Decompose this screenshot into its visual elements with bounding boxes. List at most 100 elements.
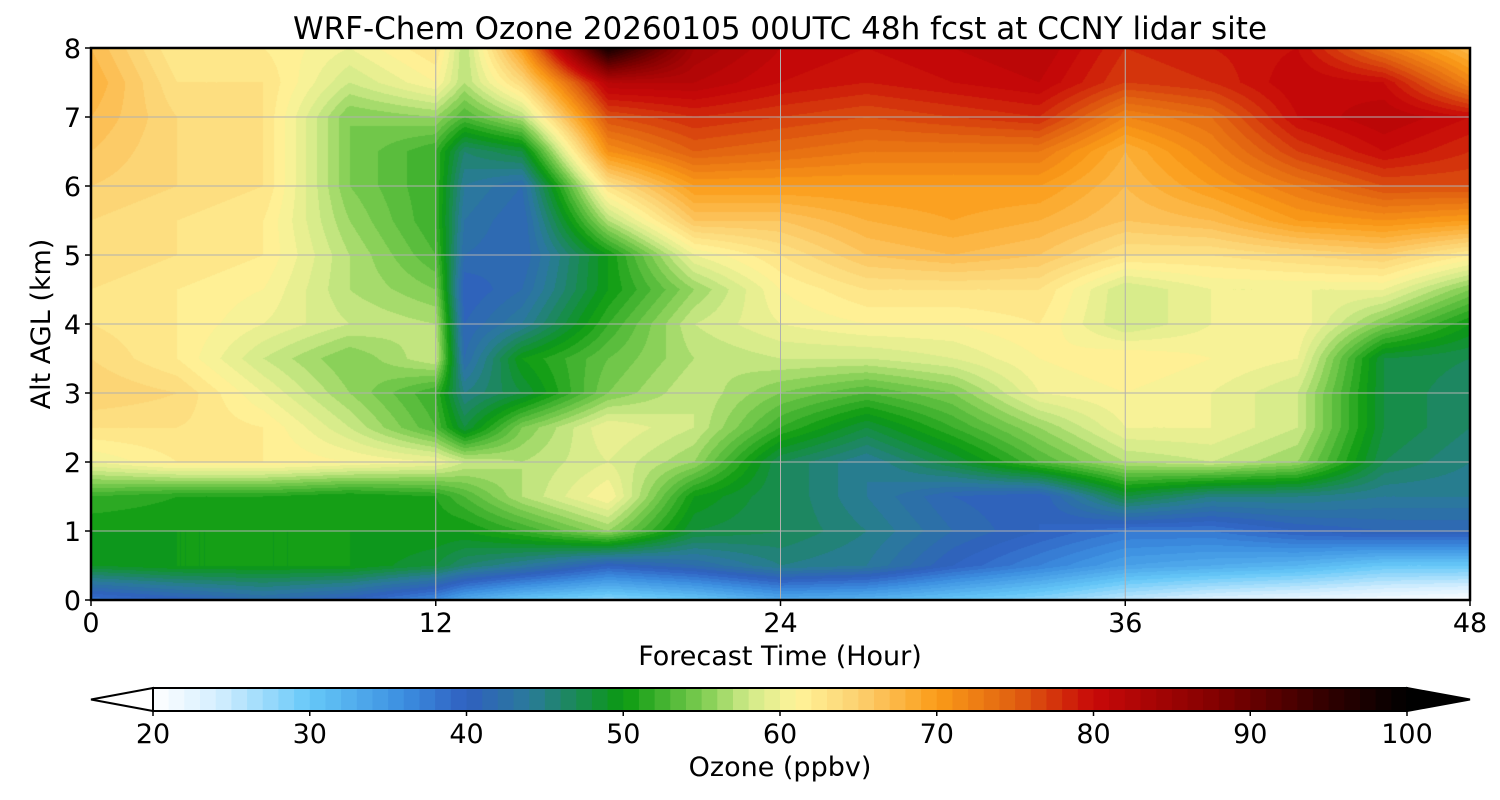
x-tick-label: 48: [1453, 608, 1487, 639]
colorbar-band: [795, 688, 812, 711]
colorbar-band: [1015, 688, 1032, 711]
y-tick-label: 2: [64, 448, 81, 479]
x-axis-label: Forecast Time (Hour): [638, 641, 922, 672]
colorbar-band: [1359, 688, 1377, 711]
colorbar-band: [921, 688, 938, 711]
colorbar-tick-label: 60: [763, 719, 797, 750]
colorbar-band: [529, 688, 546, 711]
colorbar-band: [670, 688, 687, 711]
colorbar-band: [1265, 688, 1283, 711]
colorbar-band: [153, 688, 170, 711]
colorbar: 20 30 40 50 60 70 80 90 100 Ozone (ppbv): [90, 686, 1471, 783]
colorbar-band: [1328, 688, 1345, 711]
colorbar-band: [654, 688, 671, 711]
colorbar-band: [341, 688, 358, 711]
colorbar-band: [874, 688, 891, 711]
colorbar-band: [936, 688, 954, 711]
y-tick-label: 0: [64, 586, 81, 617]
colorbar-band: [780, 688, 797, 711]
colorbar-band: [497, 688, 515, 711]
y-tick-label: 4: [64, 310, 81, 341]
colorbar-band: [638, 688, 656, 711]
y-tick-label: 3: [64, 379, 81, 410]
colorbar-tick-label: 40: [449, 719, 483, 750]
colorbar-band: [764, 688, 781, 711]
colorbar-tick-label: 70: [920, 719, 954, 750]
x-axis: 0 12 24 36 48: [82, 600, 1487, 639]
colorbar-band: [1093, 688, 1110, 711]
colorbar-band: [513, 688, 530, 711]
colorbar-band: [1375, 688, 1392, 711]
y-tick-label: 5: [64, 241, 81, 272]
x-tick-label: 12: [419, 608, 453, 639]
colorbar-band: [968, 688, 985, 711]
colorbar-band: [1046, 688, 1063, 711]
colorbar-band: [560, 688, 577, 711]
colorbar-band: [309, 688, 327, 711]
y-tick-label: 6: [64, 172, 81, 203]
colorbar-band: [701, 688, 718, 711]
y-tick-label: 1: [64, 517, 81, 548]
colorbar-band: [1109, 688, 1126, 711]
colorbar-band: [999, 688, 1016, 711]
colorbar-band: [1344, 688, 1361, 711]
colorbar-band: [466, 688, 483, 711]
x-tick-label: 0: [82, 608, 99, 639]
x-tick-label: 36: [1108, 608, 1142, 639]
colorbar-band: [1156, 688, 1173, 711]
colorbar-band: [1234, 688, 1251, 711]
colorbar-band: [356, 688, 374, 711]
colorbar-band: [200, 688, 217, 711]
colorbar-band: [1171, 688, 1189, 711]
colorbar-band: [168, 688, 185, 711]
colorbar-band: [450, 688, 468, 711]
colorbar-bands: [153, 688, 1408, 711]
colorbar-band: [811, 688, 828, 711]
colorbar-band: [184, 688, 201, 711]
y-tick-label: 8: [64, 34, 81, 65]
colorbar-extend-high: [1406, 686, 1471, 713]
colorbar-label: Ozone (ppbv): [689, 752, 872, 783]
colorbar-band: [215, 688, 232, 711]
colorbar-band: [1218, 688, 1236, 711]
colorbar-band: [1391, 688, 1408, 711]
colorbar-band: [1203, 688, 1220, 711]
colorbar-band: [748, 688, 765, 711]
colorbar-band: [419, 688, 436, 711]
chart-title: WRF-Chem Ozone 20260105 00UTC 48h fcst a…: [293, 11, 1267, 47]
colorbar-ticks: 20 30 40 50 60 70 80 90 100: [136, 711, 1433, 750]
colorbar-band: [827, 688, 844, 711]
colorbar-band: [607, 688, 624, 711]
colorbar-band: [889, 688, 906, 711]
colorbar-tick-label: 80: [1076, 719, 1110, 750]
colorbar-band: [1140, 688, 1157, 711]
colorbar-band: [623, 688, 640, 711]
colorbar-band: [905, 688, 922, 711]
colorbar-tick-label: 90: [1233, 719, 1267, 750]
y-tick-label: 7: [64, 103, 81, 134]
colorbar-band: [294, 688, 311, 711]
x-tick-label: 24: [763, 608, 797, 639]
y-axis: 0 1 2 3 4 5 6 7 8: [64, 34, 91, 617]
colorbar-tick-label: 20: [136, 719, 170, 750]
colorbar-band: [482, 688, 499, 711]
colorbar-band: [732, 688, 750, 711]
colorbar-band: [247, 688, 264, 711]
colorbar-band: [372, 688, 389, 711]
colorbar-band: [1187, 688, 1204, 711]
colorbar-band: [544, 688, 562, 711]
colorbar-tick-label: 50: [606, 719, 640, 750]
colorbar-band: [1030, 688, 1048, 711]
colorbar-band: [576, 688, 593, 711]
colorbar-band: [952, 688, 969, 711]
colorbar-band: [231, 688, 248, 711]
colorbar-band: [1312, 688, 1330, 711]
colorbar-band: [1297, 688, 1314, 711]
y-axis-label: Alt AGL (km): [26, 239, 57, 410]
colorbar-band: [591, 688, 609, 711]
colorbar-band: [1281, 688, 1298, 711]
colorbar-band: [403, 688, 421, 711]
colorbar-band: [842, 688, 859, 711]
colorbar-band: [717, 688, 734, 711]
colorbar-band: [1077, 688, 1095, 711]
